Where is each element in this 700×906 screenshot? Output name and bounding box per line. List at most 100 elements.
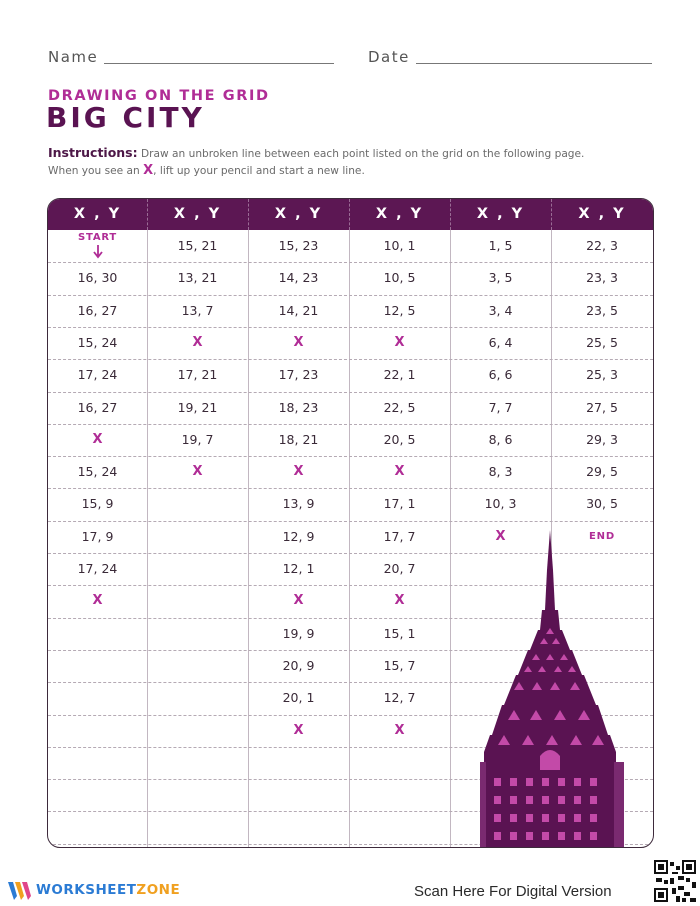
row-divider xyxy=(48,585,653,587)
coordinate-cell: 18, 21 xyxy=(278,431,319,447)
coordinate-cell: 18, 23 xyxy=(278,399,319,415)
column-divider xyxy=(450,199,451,847)
coordinate-cell: 6, 6 xyxy=(488,367,513,383)
row-divider xyxy=(48,294,653,296)
skyscraper-illustration xyxy=(480,530,624,847)
coordinate-cell: 15, 24 xyxy=(77,334,118,350)
qr-code-icon[interactable] xyxy=(654,860,696,902)
worksheet-subtitle: DRAWING ON THE GRID xyxy=(48,88,270,104)
row-divider xyxy=(48,617,653,619)
coordinate-cell: 15, 1 xyxy=(383,625,416,641)
lift-pencil-mark: X xyxy=(293,464,304,480)
coordinate-cell: 13, 21 xyxy=(177,270,218,286)
header-divider xyxy=(349,199,350,230)
date-field[interactable] xyxy=(416,63,652,64)
coordinate-cell: 7, 7 xyxy=(488,399,513,415)
lift-pencil-mark: X xyxy=(394,334,405,350)
coordinate-cell: 14, 21 xyxy=(278,302,319,318)
coordinate-cell: 1, 5 xyxy=(488,238,513,253)
header-divider xyxy=(551,199,552,230)
row-divider xyxy=(48,262,653,264)
column-header-1: X , Y xyxy=(73,206,122,222)
row-divider xyxy=(48,811,653,813)
coordinate-cell: 23, 3 xyxy=(586,270,618,286)
name-label: Name xyxy=(48,48,99,66)
coordinate-cell: 30, 5 xyxy=(586,496,618,512)
coordinate-cell: 19, 7 xyxy=(181,431,214,447)
coordinate-cell: 27, 5 xyxy=(586,399,618,415)
coordinate-cell: 19, 9 xyxy=(282,625,315,641)
lift-pencil-mark: X xyxy=(293,722,304,738)
coordinate-cell: 20, 5 xyxy=(383,431,416,447)
coordinate-cell: 15, 21 xyxy=(177,238,218,253)
coordinate-cell: 8, 3 xyxy=(488,464,513,480)
coordinate-cell: 17, 7 xyxy=(383,528,416,544)
coordinate-cell: 3, 5 xyxy=(488,270,513,286)
column-divider xyxy=(349,199,350,847)
coordinate-cell: 8, 6 xyxy=(488,431,513,447)
lift-pencil-mark: X xyxy=(293,334,304,350)
worksheetzone-w-icon xyxy=(8,882,31,900)
row-divider xyxy=(48,359,653,361)
instructions-label: Instructions: xyxy=(48,145,138,160)
coordinate-cell: 22, 1 xyxy=(383,367,416,383)
instructions-line-2a: When you see an xyxy=(48,164,140,177)
column-header-5: X , Y xyxy=(476,206,525,222)
coordinate-cell: 15, 23 xyxy=(278,238,319,253)
lift-pencil-mark: X xyxy=(495,528,506,544)
lift-pencil-mark: X xyxy=(92,431,103,447)
coordinate-cell: 16, 27 xyxy=(77,399,118,415)
coordinate-cell: 17, 9 xyxy=(81,528,114,544)
instructions-line-1: Draw an unbroken line between each point… xyxy=(141,148,585,160)
header-divider xyxy=(248,199,249,230)
column-header-2: X , Y xyxy=(173,206,222,222)
coordinate-cell: 17, 21 xyxy=(177,367,218,383)
logo-text-zone: ZONE xyxy=(136,882,181,898)
end-marker: END xyxy=(589,530,615,542)
coordinate-cell: 22, 3 xyxy=(586,238,618,253)
coordinate-cell: 12, 7 xyxy=(383,690,416,706)
coordinate-cell: 25, 3 xyxy=(586,367,618,383)
column-header-4: X , Y xyxy=(375,206,424,222)
coordinate-cell: 17, 23 xyxy=(278,367,319,383)
coordinate-cell: 19, 21 xyxy=(177,399,218,415)
row-divider xyxy=(48,326,653,328)
worksheet-title: BIG CITY xyxy=(46,101,205,134)
column-divider xyxy=(248,199,249,847)
column-header-3: X , Y xyxy=(274,206,323,222)
logo-text-worksheet: WORKSHEET xyxy=(36,882,137,898)
lift-pencil-mark: X xyxy=(192,464,203,480)
row-divider xyxy=(48,682,653,684)
logo-text: WORKSHEETZONE xyxy=(36,882,180,898)
coordinate-cell: 17, 24 xyxy=(77,367,118,383)
column-header-6: X , Y xyxy=(578,206,626,222)
row-divider xyxy=(48,553,653,554)
coordinate-cell: 10, 1 xyxy=(383,238,416,253)
coordinate-cell: 16, 27 xyxy=(77,302,118,318)
lift-pencil-mark: X xyxy=(293,593,304,609)
row-divider xyxy=(48,520,653,522)
coordinate-cell: 15, 7 xyxy=(383,657,416,673)
coordinate-cell: 29, 3 xyxy=(586,431,618,447)
coordinates-table: X , Y X , Y X , Y X , Y X , Y X , Y START 16, … xyxy=(47,198,654,848)
arrow-down-icon xyxy=(92,245,103,259)
row-divider xyxy=(48,423,653,425)
name-date-line: Name Date xyxy=(48,48,652,68)
row-divider xyxy=(48,488,653,490)
row-divider xyxy=(48,843,653,845)
coordinate-cell: 17, 1 xyxy=(383,496,416,512)
coordinate-cell: 15, 24 xyxy=(77,464,118,480)
coordinate-cell: 23, 5 xyxy=(586,302,618,318)
header-divider xyxy=(450,199,451,230)
header-divider xyxy=(147,199,148,230)
coordinate-cell: 20, 9 xyxy=(282,657,315,673)
name-field[interactable] xyxy=(104,63,334,64)
coordinate-cell: 16, 30 xyxy=(77,270,118,286)
coordinate-cell: 13, 9 xyxy=(282,496,315,512)
instructions-line-2b: , lift up your pencil and start a new li… xyxy=(153,164,365,177)
coordinate-cell: 20, 7 xyxy=(383,561,416,576)
worksheetzone-logo[interactable]: WORKSHEETZONE xyxy=(8,880,180,902)
row-divider xyxy=(48,391,653,393)
row-divider xyxy=(48,779,653,781)
column-divider xyxy=(551,199,552,847)
